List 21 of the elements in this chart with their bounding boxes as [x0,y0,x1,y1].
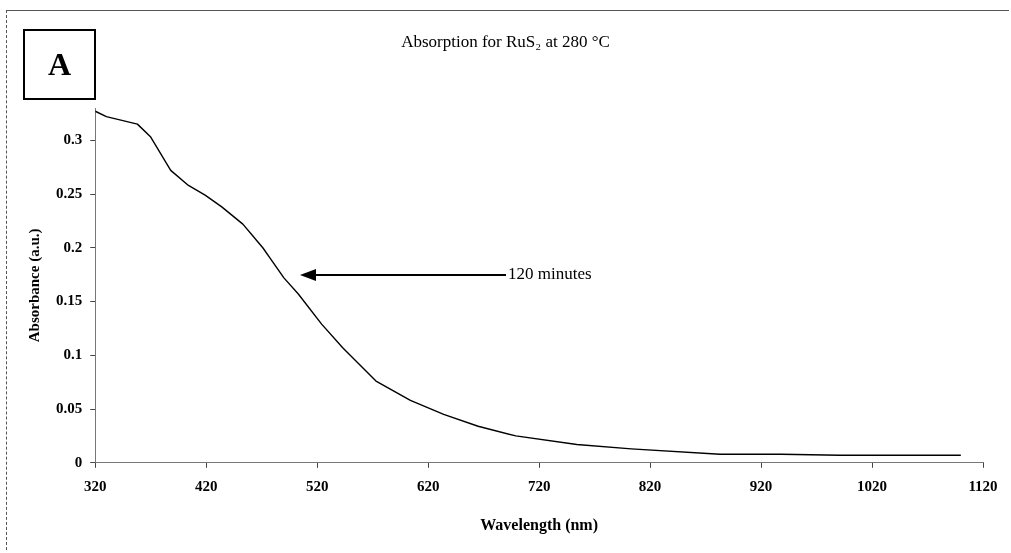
x-tick-label: 420 [194,477,218,494]
text: A [23,29,96,100]
y-tick-label: 0.25 [56,184,83,201]
x-tick-label: 820 [638,477,662,494]
x-tick-label: 520 [305,477,329,494]
x-tick-label: 920 [749,477,773,494]
x-tick-label: 320 [84,477,107,494]
x-axis-title: Wavelength (nm) [480,515,599,534]
y-axis-title: Absorbance (a.u.) [25,228,43,343]
y-tick-label: 0.3 [63,131,83,148]
x-tick-label: 1020 [857,477,888,494]
y-tick-label: 0.1 [63,346,83,363]
x-tick-label: 620 [416,477,440,494]
chart-title: Absorption for RuS₂ at 280 °C [401,32,610,51]
annotation: 120 minutes [508,264,592,284]
y-tick-label: 0.15 [56,292,83,309]
y-tick-label: 0.05 [56,399,83,416]
x-tick-label: 1120 [968,477,998,494]
y-tick-label: 0 [74,453,83,470]
y-tick-label: 0.2 [63,238,83,255]
x-tick-label: 720 [527,477,551,494]
